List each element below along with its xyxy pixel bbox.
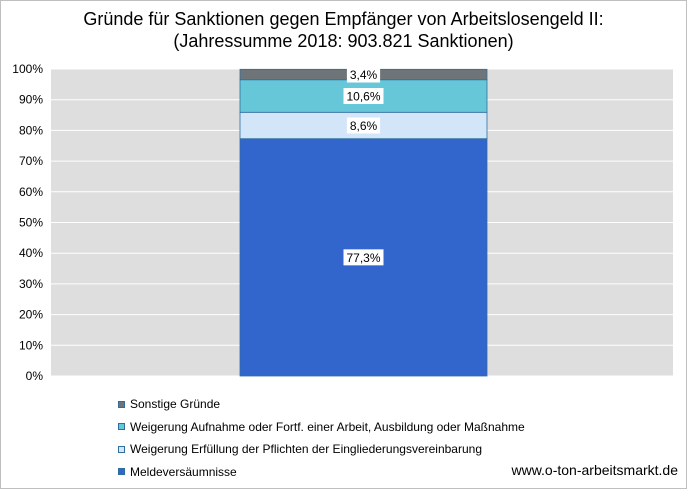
y-tick-label: 70% bbox=[19, 154, 43, 168]
legend-swatch bbox=[118, 423, 125, 431]
legend-label: Sonstige Gründe bbox=[130, 397, 221, 412]
data-label-box bbox=[346, 117, 381, 134]
data-label: 10,6% bbox=[346, 90, 380, 104]
legend-label: Weigerung Aufnahme oder Fortf. einer Arb… bbox=[130, 419, 525, 434]
legend-swatch bbox=[118, 445, 125, 453]
legend-item: Weigerung Aufnahme oder Fortf. einer Arb… bbox=[118, 416, 525, 439]
chart-legend: Sonstige Gründe Weigerung Aufnahme oder F… bbox=[118, 393, 525, 483]
legend-item: Meldeversäumnisse bbox=[118, 461, 525, 484]
legend-item: Weigerung Erfüllung der Pflichten der Ei… bbox=[118, 438, 525, 461]
chart-subtitle: (Jahressumme 2018: 903.821 Sanktionen) bbox=[173, 31, 514, 51]
y-tick-label: 90% bbox=[19, 93, 43, 107]
data-label: 8,6% bbox=[350, 119, 378, 133]
legend-label: Meldeversäumnisse bbox=[130, 464, 237, 479]
chart-title: Gründe für Sanktionen gegen Empfänger vo… bbox=[83, 9, 604, 29]
y-tick-label: 0% bbox=[26, 369, 44, 383]
y-tick-label: 80% bbox=[19, 123, 43, 137]
chart-title-block: Gründe für Sanktionen gegen Empfänger vo… bbox=[0, 8, 687, 52]
legend-swatch bbox=[118, 400, 125, 408]
legend-item: Sonstige Gründe bbox=[118, 393, 525, 416]
data-label-box bbox=[343, 88, 384, 105]
legend-swatch bbox=[118, 468, 125, 476]
y-tick-label: 20% bbox=[19, 308, 43, 322]
data-label-box bbox=[346, 66, 381, 83]
data-label: 3,4% bbox=[350, 68, 378, 82]
y-tick-label: 30% bbox=[19, 277, 43, 291]
data-label: 77,3% bbox=[346, 251, 380, 265]
data-label-box bbox=[343, 249, 384, 266]
legend-label: Weigerung Erfüllung der Pflichten der Ei… bbox=[130, 442, 482, 457]
source-credit: www.o-ton-arbeitsmarkt.de bbox=[511, 462, 678, 478]
y-tick-label: 10% bbox=[19, 338, 43, 352]
y-tick-label: 60% bbox=[19, 185, 43, 199]
y-tick-label: 40% bbox=[19, 246, 43, 260]
y-tick-label: 50% bbox=[19, 216, 43, 230]
y-tick-label: 100% bbox=[12, 62, 43, 76]
